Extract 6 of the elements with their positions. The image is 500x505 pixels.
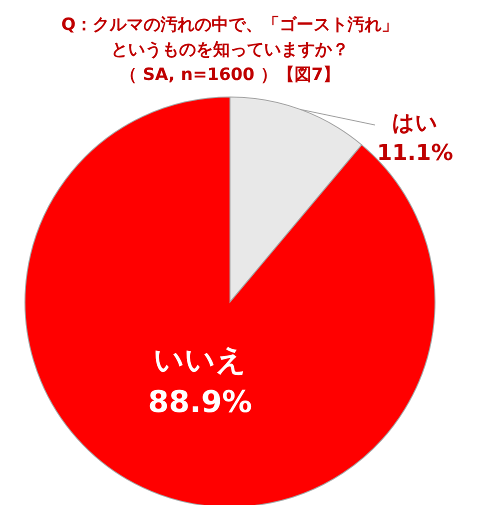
- slice-label: いいえ: [154, 343, 246, 378]
- chart-title: Q：クルマの汚れの中で、「ゴースト汚れ」というものを知っていますか？: [61, 15, 399, 60]
- slice-label: はい: [392, 111, 438, 136]
- chart-subtitle: （ SA, n=1600 ）【図7】: [120, 65, 340, 85]
- data-label: 88.9%: [148, 385, 252, 420]
- data-label: 11.1%: [376, 141, 454, 166]
